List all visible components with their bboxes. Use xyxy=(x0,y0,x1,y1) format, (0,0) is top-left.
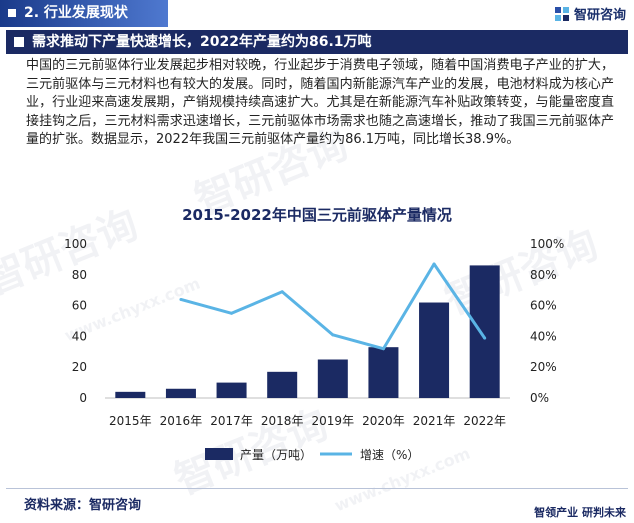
legend-label-production: 产量（万吨） xyxy=(240,448,312,462)
brand-slogan: 智领产业 研判未来 xyxy=(534,506,626,519)
description-paragraph: 中国的三元前驱体行业发展起步相对较晚，行业起步于消费电子领域，随着中国消费电子产… xyxy=(26,58,614,147)
legend-label-growth: 增速（%） xyxy=(360,448,419,462)
square-marker-icon xyxy=(8,9,16,17)
y-right-tick-label: 40% xyxy=(530,329,557,343)
x-tick-label: 2021年 xyxy=(413,414,456,428)
bar-production xyxy=(267,371,298,398)
production-chart: 0 20 40 60 80 100 0% 20% 40% 60% 80% 100% 2015年 2016年… xyxy=(64,237,564,462)
bar-production xyxy=(368,347,399,398)
x-tick-label: 2017年 xyxy=(210,414,253,428)
growth-point xyxy=(179,297,183,301)
bar-production xyxy=(216,382,247,398)
y-right-tick-label: 20% xyxy=(530,360,557,374)
chart-container: 2015-2022年中国三元前驱体产量情况 0 20 40 60 80 100 0% 20% 4… xyxy=(0,196,634,496)
x-tick-label: 2015年 xyxy=(109,414,152,428)
growth-point xyxy=(331,333,335,337)
y-left-tick-label: 40 xyxy=(72,329,87,343)
bar-production xyxy=(469,265,500,398)
bar-production xyxy=(115,391,146,398)
footer-divider xyxy=(6,488,628,489)
bar-production xyxy=(317,359,348,398)
section-label-text: 2. 行业发展现状 xyxy=(24,5,128,21)
y-left-tick-label: 100 xyxy=(64,237,87,251)
y-left-tick-label: 60 xyxy=(72,299,87,313)
y-right-tick-label: 100% xyxy=(530,237,564,251)
y-left-tick-label: 20 xyxy=(72,360,87,374)
bar-production xyxy=(165,388,196,398)
square-marker-icon xyxy=(14,37,24,47)
x-tick-label: 2020年 xyxy=(362,414,405,428)
source-note: 资料来源：智研咨询 xyxy=(24,498,142,513)
y-left-tick-label: 0 xyxy=(79,391,87,405)
legend-swatch-production xyxy=(205,448,233,460)
growth-point xyxy=(483,336,487,340)
brand-name: 智研咨询 xyxy=(573,8,626,23)
y-right-tick-label: 80% xyxy=(530,268,557,282)
growth-point xyxy=(280,290,284,294)
bar-production xyxy=(419,302,450,398)
y-right-tick-label: 60% xyxy=(530,299,557,313)
x-tick-label: 2022年 xyxy=(463,414,506,428)
headline-bar: 需求推动下产量快速增长，2022年产量约为86.1万吨 xyxy=(6,30,628,54)
growth-point xyxy=(381,347,385,351)
growth-point xyxy=(230,311,234,315)
x-tick-label: 2019年 xyxy=(312,414,355,428)
brand-logo: 智研咨询 xyxy=(554,4,626,23)
x-tick-label: 2016年 xyxy=(160,414,203,428)
brand-logo-icon xyxy=(554,6,569,21)
y-right-tick-label: 0% xyxy=(530,391,549,405)
growth-point xyxy=(432,262,436,266)
headline-text: 需求推动下产量快速增长，2022年产量约为86.1万吨 xyxy=(32,34,372,50)
y-left-tick-label: 80 xyxy=(72,268,87,282)
section-label: 2. 行业发展现状 xyxy=(0,0,168,27)
chart-title: 2015-2022年中国三元前驱体产量情况 xyxy=(182,206,452,224)
x-tick-label: 2018年 xyxy=(261,414,304,428)
